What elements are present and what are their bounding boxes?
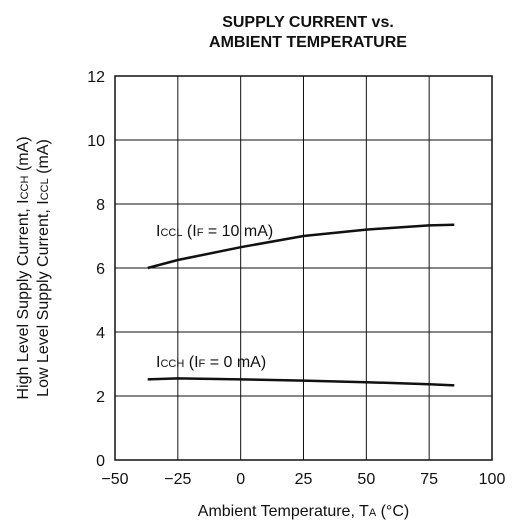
text-part: (I <box>184 354 198 371</box>
series-label: ICCL (IF = 10 mA) <box>156 223 273 240</box>
x-tick-label: 100 <box>479 471 506 488</box>
x-tick-label: 50 <box>357 471 375 488</box>
text-part: (°C) <box>376 503 409 520</box>
x-tick-label: −50 <box>101 471 128 488</box>
y-tick-label: 6 <box>96 261 105 278</box>
chart-title: SUPPLY CURRENT vs. <box>222 14 394 31</box>
y-tick-label: 8 <box>96 197 105 214</box>
x-axis-label: Ambient Temperature, TA (°C) <box>198 503 409 520</box>
chart-title: AMBIENT TEMPERATURE <box>209 34 407 51</box>
data-line <box>147 377 455 387</box>
text-part: (mA) <box>15 136 32 175</box>
x-tick-label: 0 <box>236 471 245 488</box>
subscript: A <box>369 507 377 519</box>
text-part: I <box>156 354 160 371</box>
y-axis-label: High Level Supply Current, ICCH (mA) <box>15 136 32 399</box>
text-part: Ambient Temperature, T <box>198 503 369 520</box>
x-tick-label: −25 <box>164 471 191 488</box>
data-line <box>147 223 455 270</box>
text-part: High Level Supply Current, I <box>15 199 32 399</box>
y-tick-label: 12 <box>87 69 105 86</box>
y-tick-label: 0 <box>96 453 105 470</box>
subscript: CCH <box>160 358 184 370</box>
text-part: = 10 mA) <box>203 223 273 240</box>
text-part: (I <box>182 223 196 240</box>
subscript: F <box>197 227 204 239</box>
y-tick-label: 10 <box>87 133 105 150</box>
text-part: (mA) <box>35 139 52 178</box>
subscript: CCH <box>19 176 31 200</box>
series-label: ICCH (IF = 0 mA) <box>156 354 266 371</box>
subscript: F <box>199 358 206 370</box>
text-part: I <box>156 223 160 240</box>
x-tick-label: 75 <box>420 471 438 488</box>
y-tick-label: 2 <box>96 389 105 406</box>
text-part: = 0 mA) <box>205 354 266 371</box>
subscript: CCL <box>160 227 182 239</box>
y-tick-label: 4 <box>96 325 105 342</box>
y-axis-label: Low Level Supply Current, ICCL (mA) <box>35 139 52 397</box>
x-tick-label: 25 <box>295 471 313 488</box>
subscript: CCL <box>39 178 51 200</box>
plot-frame <box>114 75 493 461</box>
text-part: Low Level Supply Current, I <box>35 200 52 397</box>
